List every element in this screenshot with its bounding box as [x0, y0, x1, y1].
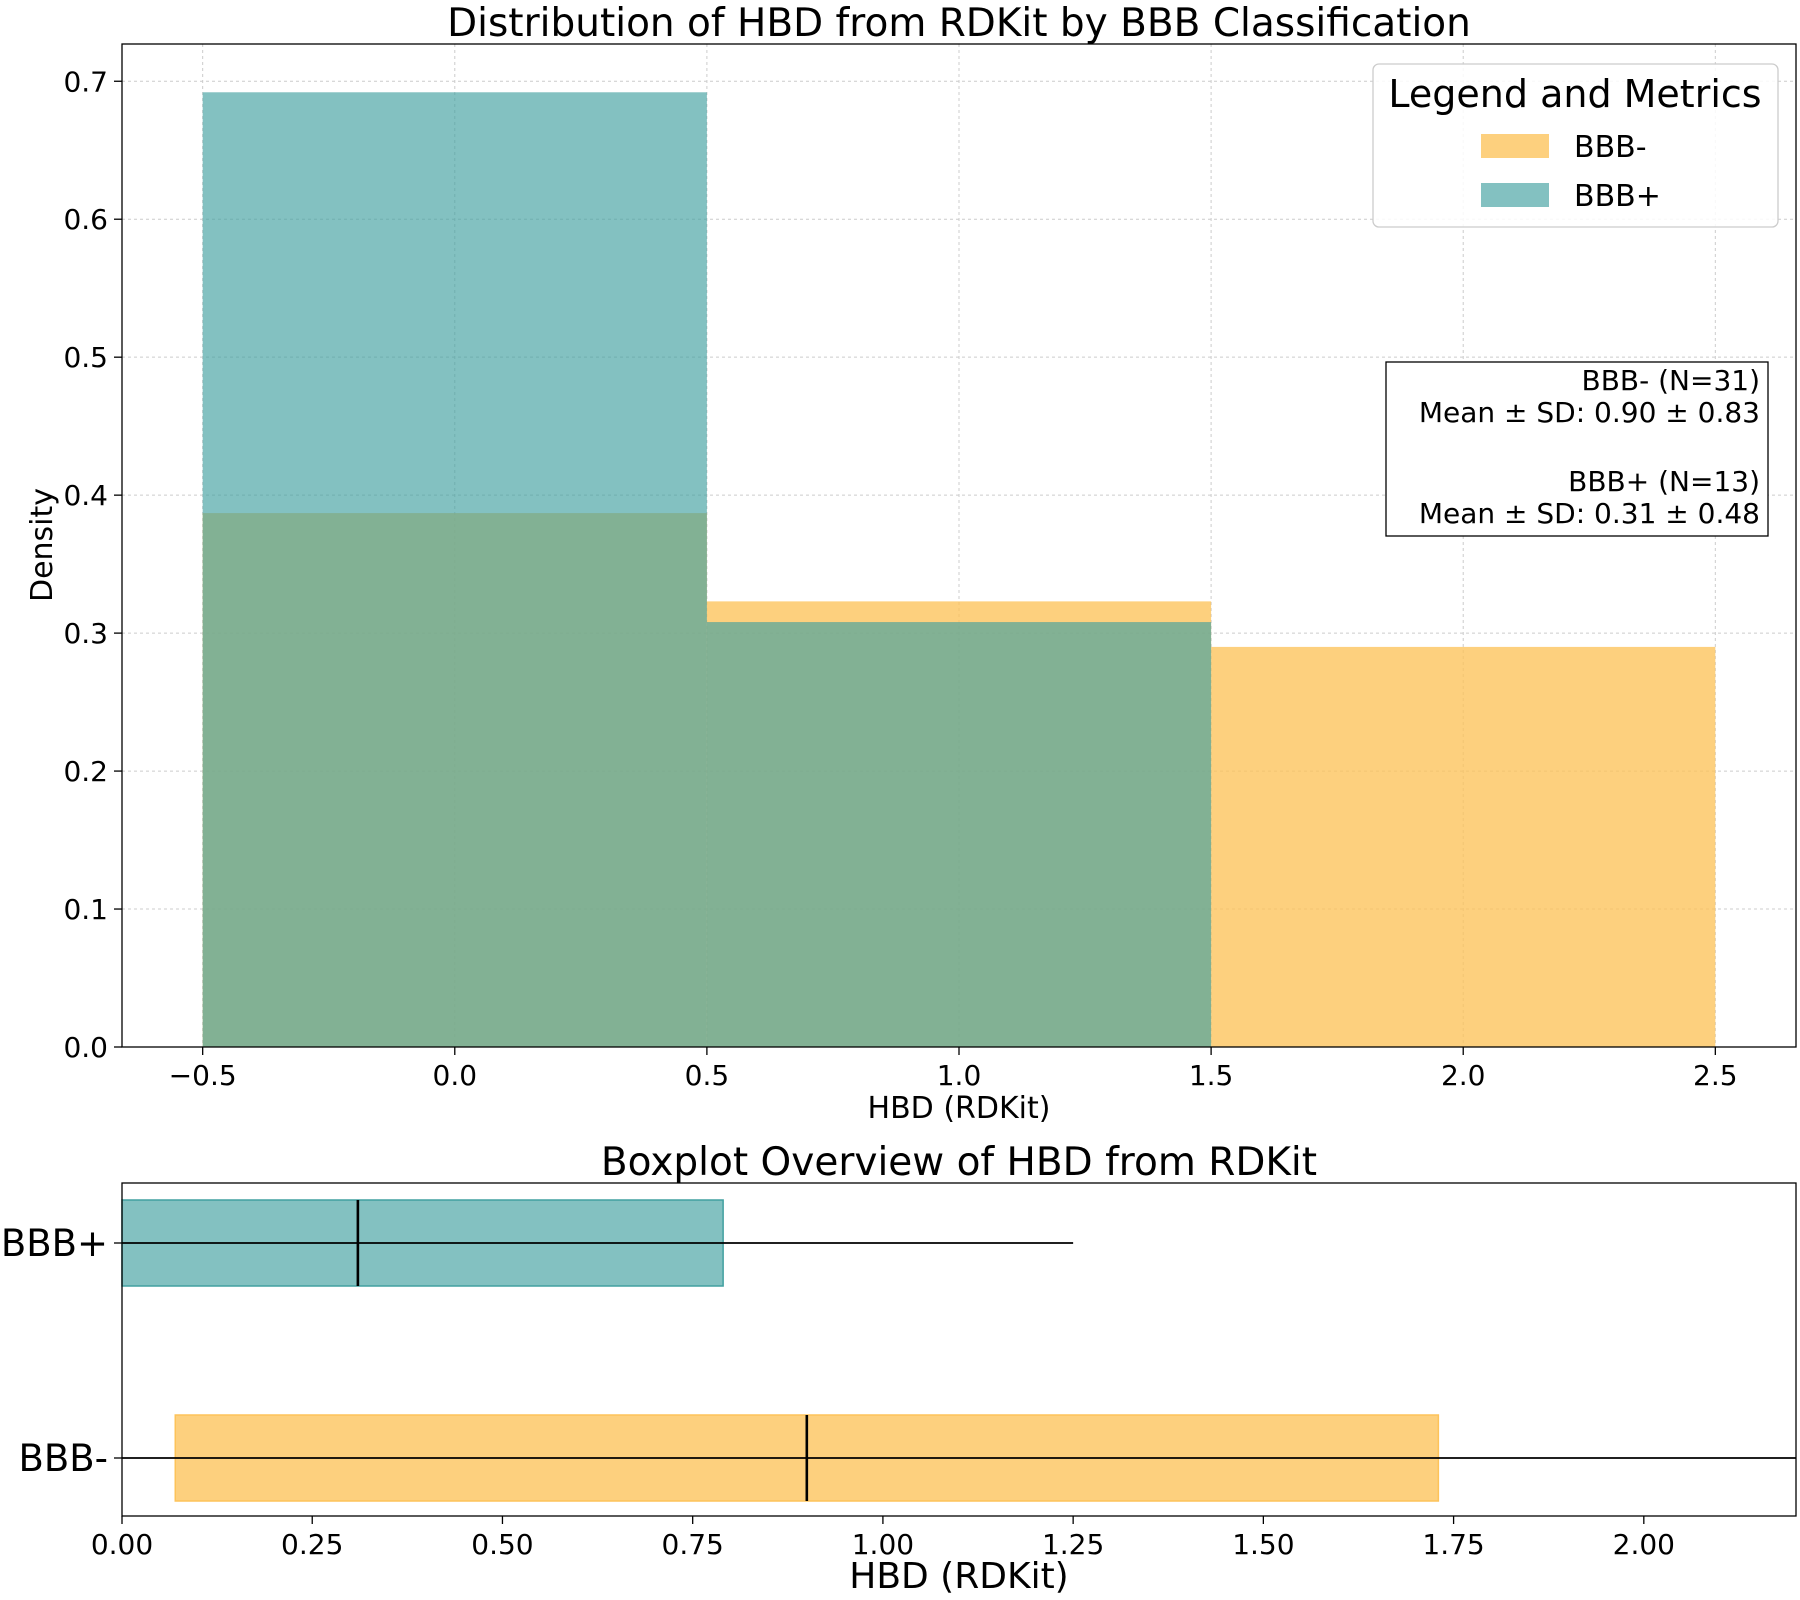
histogram-x-ticks: −0.5 0.0 0.5 1.0 1.5 2.0 2.5	[169, 1047, 1738, 1092]
histogram-x-tick-label: 2.0	[1441, 1059, 1486, 1092]
boxplot-x-tick-label: 1.25	[1042, 1528, 1104, 1561]
legend-label-bbb-minus: BBB-	[1574, 130, 1647, 165]
histogram-x-tick-label: 1.0	[937, 1059, 982, 1092]
legend-label-bbb-plus: BBB+	[1574, 179, 1661, 214]
histogram-y-tick-label: 0.1	[63, 893, 108, 926]
histogram-x-tick-label: −0.5	[169, 1059, 237, 1092]
boxplot-y-tick-label: BBB+	[1, 1222, 108, 1265]
histogram-y-axis-label: Density	[25, 488, 60, 602]
histogram-y-tick-label: 0.5	[63, 341, 108, 374]
boxplot-x-tick-label: 2.00	[1613, 1528, 1675, 1561]
histogram-x-axis-label: HBD (RDKit)	[868, 1091, 1051, 1126]
histogram-bar-bbb-plus	[706, 622, 1212, 1047]
boxplot-title: Boxplot Overview of HBD from RDKit	[601, 1140, 1317, 1185]
histogram-bar-bbb-plus	[202, 92, 707, 1048]
legend-frame	[1372, 63, 1779, 228]
histogram-x-tick-label: 0.0	[433, 1059, 478, 1092]
metrics-box: BBB- (N=31) Mean ± SD: 0.90 ± 0.83 BBB+ …	[1385, 361, 1769, 537]
boxplot-plot-frame	[121, 1182, 1797, 1517]
histogram-bar-bbb-minus	[1211, 646, 1716, 1047]
boxplot-x-tick-label: 0.75	[662, 1528, 724, 1561]
boxplot-y-ticks: BBB+ BBB-	[1, 1222, 122, 1480]
boxplot-panel: Boxplot Overview of HBD from RDKit 0.00 0…	[1, 1140, 1797, 1597]
histogram-y-ticks: 0.0 0.1 0.2 0.3 0.4 0.5 0.6 0.7	[63, 65, 122, 1064]
histogram-y-tick-label: 0.4	[63, 479, 108, 512]
histogram-panel: Distribution of HBD from RDKit by BBB Cl…	[25, 1, 1797, 1126]
boxplot-x-tick-label: 1.00	[852, 1528, 914, 1561]
boxplot-x-tick-label: 0.50	[471, 1528, 533, 1561]
metrics-bbb-plus-n: BBB+ (N=13)	[1568, 465, 1760, 498]
histogram-y-tick-label: 0.6	[63, 203, 108, 236]
boxplot-x-tick-label: 0.25	[281, 1528, 343, 1561]
boxplot-x-ticks: 0.00 0.25 0.50 0.75 1.00 1.25 1.50 1.75 2.00	[91, 1516, 1675, 1561]
metrics-box-frame	[1385, 361, 1769, 537]
histogram-title: Distribution of HBD from RDKit by BBB Cl…	[447, 1, 1471, 46]
boxplot-marks	[121, 1199, 1796, 1502]
legend-swatch-bbb-plus	[1481, 183, 1549, 207]
histogram-x-tick-label: 0.5	[685, 1059, 730, 1092]
metrics-bbb-minus-mean: Mean ± SD: 0.90 ± 0.83	[1419, 396, 1760, 429]
boxplot-y-tick-label: BBB-	[18, 1437, 108, 1480]
histogram-y-tick-label: 0.7	[63, 65, 108, 98]
boxplot-x-tick-label: 1.50	[1232, 1528, 1294, 1561]
boxplot-x-axis-label: HBD (RDKit)	[849, 1556, 1068, 1597]
histogram-x-tick-label: 1.5	[1189, 1059, 1234, 1092]
boxplot-x-tick-label: 0.00	[91, 1528, 153, 1561]
histogram-y-tick-label: 0.0	[63, 1031, 108, 1064]
metrics-bbb-plus-mean: Mean ± SD: 0.31 ± 0.48	[1419, 497, 1760, 530]
histogram-x-tick-label: 2.5	[1693, 1059, 1738, 1092]
histogram-y-tick-label: 0.3	[63, 617, 108, 650]
boxplot-x-tick-label: 1.75	[1422, 1528, 1484, 1561]
histogram-y-tick-label: 0.2	[63, 755, 108, 788]
metrics-bbb-minus-n: BBB- (N=31)	[1581, 364, 1760, 397]
legend-title: Legend and Metrics	[1388, 72, 1761, 116]
histogram-bars	[202, 92, 1716, 1048]
legend-swatch-bbb-minus	[1481, 134, 1549, 158]
legend: Legend and Metrics BBB- BBB+	[1372, 63, 1779, 228]
